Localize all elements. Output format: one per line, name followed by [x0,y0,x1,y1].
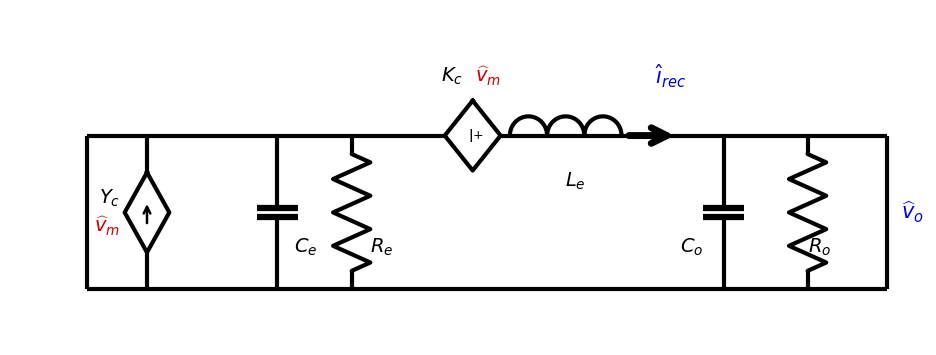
Polygon shape [124,173,169,252]
Text: $L_e$: $L_e$ [564,170,585,192]
Text: $\widehat{v}_o$: $\widehat{v}_o$ [900,200,924,225]
Text: $Y_c$: $Y_c$ [99,188,120,209]
Text: $K_c$: $K_c$ [441,66,463,87]
Text: $C_o$: $C_o$ [680,237,703,258]
Text: $C_e$: $C_e$ [294,237,317,258]
Text: $R_e$: $R_e$ [371,237,394,258]
Text: $\widehat{v}_m$: $\widehat{v}_m$ [94,215,120,238]
Polygon shape [445,100,501,170]
Text: $R_o$: $R_o$ [808,237,831,258]
Text: $\hat{\imath}_{rec}$: $\hat{\imath}_{rec}$ [655,63,686,90]
Text: $\mathbf{|}$+: $\mathbf{|}$+ [468,127,484,144]
Text: $\widehat{v}_m$: $\widehat{v}_m$ [475,65,501,88]
